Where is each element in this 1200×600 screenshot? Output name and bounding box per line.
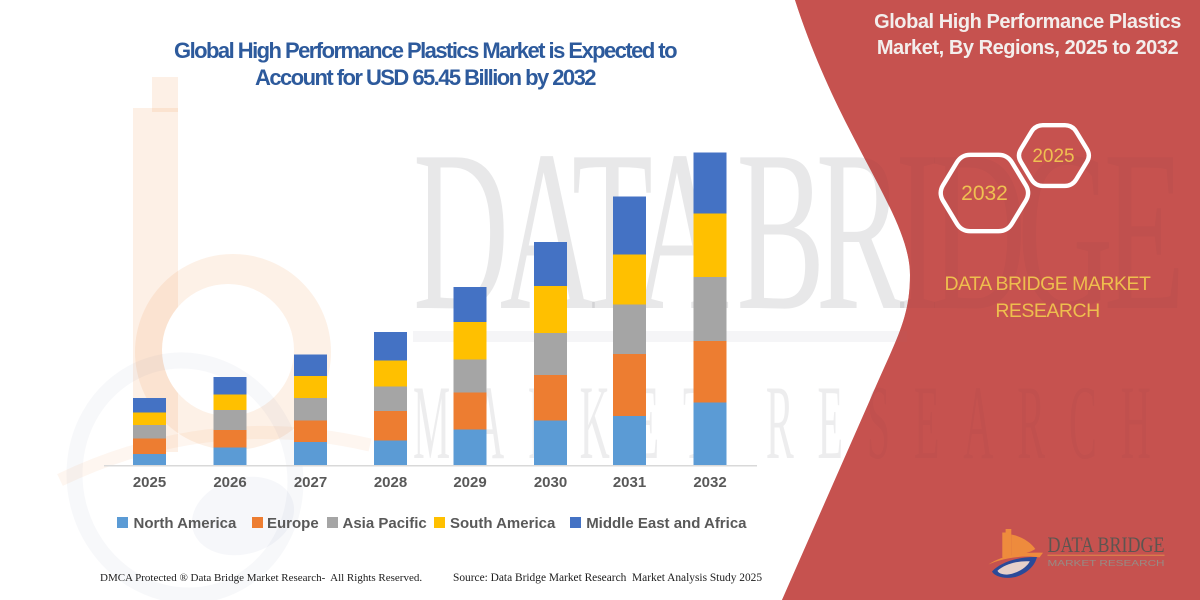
svg-text:MARKET RESEARCH: MARKET RESEARCH	[1048, 559, 1165, 568]
svg-text:2032: 2032	[961, 182, 1008, 205]
svg-text:2025: 2025	[1032, 146, 1074, 167]
svg-text:DATA BRIDGE: DATA BRIDGE	[1048, 532, 1165, 557]
